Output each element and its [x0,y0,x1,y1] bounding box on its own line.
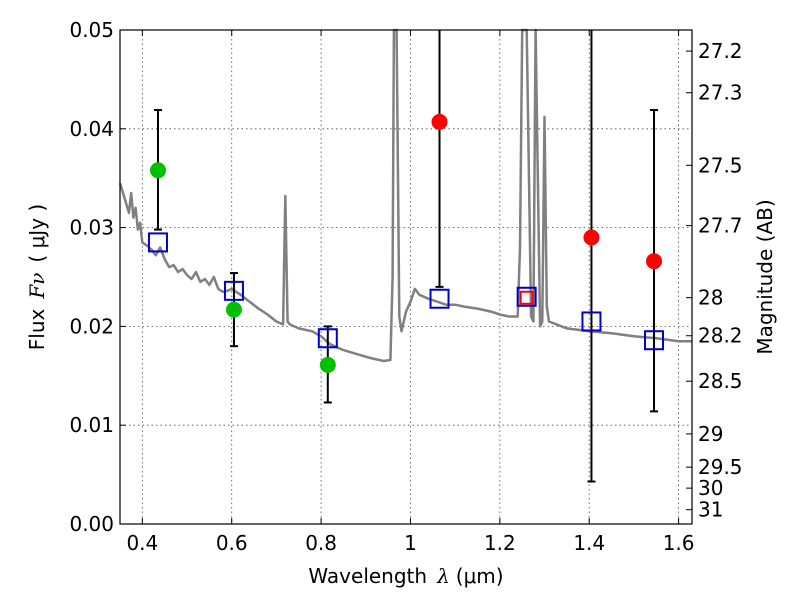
axes-layer: 0.4 0.6 0.8 1 1.2 1.4 1.6 0.00 0.01 0.02 0.03 0.04 0… [69,18,742,555]
y-tick-label: 0.02 [69,314,114,338]
y2-tick-label: 31 [698,498,723,522]
y2-tick-label: 29.5 [698,455,743,479]
model-square [516,286,537,307]
x-tick-label: 0.4 [126,531,158,555]
y2-tick-label: 27.2 [698,39,743,63]
y2-tick-label: 29 [698,422,723,446]
y-tick-label: 0.00 [69,512,114,536]
y-tick-label: 0.05 [69,18,114,42]
data-point [431,113,448,130]
grid-layer [120,29,692,525]
y2-tick-label: 30 [698,476,723,500]
data-point [646,253,663,270]
model-square [317,328,338,349]
x-axis-label-symbol: λ [436,564,450,588]
y-axis-label-unit: ( μJy ) [25,204,49,263]
y-tick-label: 0.03 [69,216,114,240]
x-tick-label: 1.4 [573,531,605,555]
data-point [319,356,336,373]
y2-tick-label: 27.5 [698,153,743,177]
model-square [147,232,168,253]
model-square [429,288,450,309]
y2-tick-label: 28.2 [698,324,743,348]
y2-tick-label: 28.5 [698,369,743,393]
data-point [149,162,166,179]
x-tick-label: 0.6 [216,531,248,555]
data-point [583,229,600,246]
model-square [223,280,244,301]
y2-tick-label: 28 [698,286,723,310]
y2-tick-label: 27.7 [698,214,743,238]
spectrum-line [118,28,692,363]
x-tick-label: 0.8 [305,531,337,555]
y-axis-label-text: Flux [25,308,49,350]
model-square-small [519,290,534,305]
x-tick-label: 1.2 [484,531,516,555]
data-point [225,301,242,318]
y-axis-label: Flux Fν ( μJy ) [25,204,49,350]
x-axis-label-text: Wavelength [308,564,427,588]
model-square [581,311,602,332]
model-square [644,330,665,351]
y-tick-label: 0.04 [69,117,114,141]
y-tick-label: 0.01 [69,413,114,437]
x-axis-label: Wavelength λ (μm) [308,564,503,588]
plot-frame [119,29,693,525]
x-axis-label-unit: (μm) [456,564,504,588]
y-axis-label-symbol: Fν [25,273,49,300]
series-layer [118,28,692,483]
x-tick-label: 1.6 [663,531,695,555]
y2-tick-label: 27.3 [698,81,743,105]
y2-axis-label: Magnitude (AB) [753,199,777,354]
x-tick-label: 1 [404,531,417,555]
